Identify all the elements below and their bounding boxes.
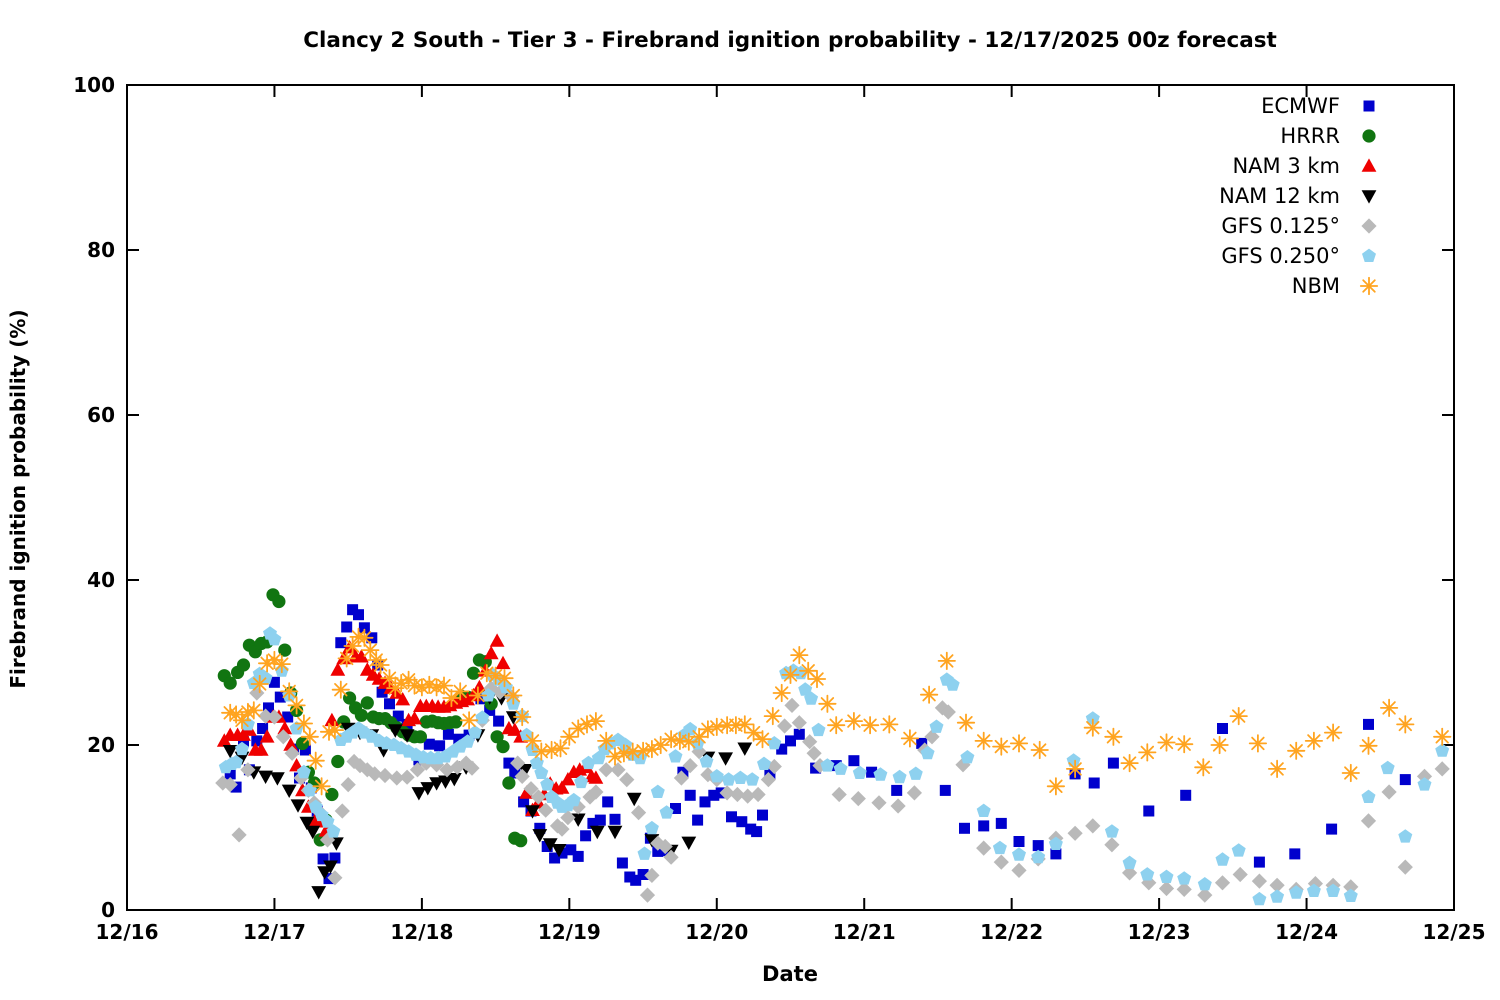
legend-label: GFS 0.250°	[1221, 244, 1340, 268]
y-tick-label: 60	[87, 403, 115, 427]
legend-label: ECMWF	[1261, 94, 1340, 118]
legend-label: HRRR	[1280, 124, 1340, 148]
legend-item-nam-3-km: NAM 3 km	[1219, 151, 1382, 181]
x-axis-label: Date	[762, 962, 818, 986]
legend-label: GFS 0.125°	[1221, 214, 1340, 238]
y-tick-label: 40	[87, 568, 115, 592]
x-tick-label: 12/19	[537, 920, 601, 944]
x-tick-label: 12/17	[242, 920, 306, 944]
y-tick-label: 0	[101, 898, 115, 922]
series-gfs-0-250	[218, 626, 1450, 906]
legend-label: NAM 12 km	[1219, 184, 1340, 208]
nam-3-km-marker-icon	[1361, 158, 1377, 172]
legend: ECMWF HRRR NAM 3 km NAM 12 km GFS 0.125° GFS …	[1219, 91, 1382, 301]
y-tick-label: 20	[87, 733, 115, 757]
legend-item-hrrr: HRRR	[1219, 121, 1382, 151]
axis-ticks	[126, 84, 1455, 911]
plot-frame	[126, 84, 1455, 911]
x-tick-label: 12/23	[1127, 920, 1191, 944]
gfs-0-125-marker-icon	[1361, 218, 1377, 234]
legend-item-nbm: NBM	[1219, 271, 1382, 301]
x-tick-label: 12/20	[685, 920, 749, 944]
chart-title: Clancy 2 South - Tier 3 - Firebrand igni…	[303, 28, 1277, 53]
hrrr-marker-icon	[1362, 129, 1376, 143]
ecmwf-marker-icon	[1363, 100, 1375, 112]
gfs-0-250-marker-icon	[1362, 248, 1376, 262]
legend-label: NBM	[1291, 274, 1340, 298]
x-tick-label: 12/22	[980, 920, 1044, 944]
x-tick-label: 12/24	[1275, 920, 1339, 944]
legend-label: NAM 3 km	[1232, 154, 1340, 178]
legend-item-gfs-0-125: GFS 0.125°	[1219, 211, 1382, 241]
legend-item-ecmwf: ECMWF	[1219, 91, 1382, 121]
x-tick-label: 12/21	[832, 920, 896, 944]
y-tick-label: 100	[73, 73, 115, 97]
legend-item-nam-12-km: NAM 12 km	[1219, 181, 1382, 211]
nam-12-km-marker-icon	[1361, 190, 1377, 204]
legend-item-gfs-0-250: GFS 0.250°	[1219, 241, 1382, 271]
x-tick-label: 12/18	[390, 920, 454, 944]
y-tick-label: 80	[87, 238, 115, 262]
x-tick-label: 12/16	[95, 920, 159, 944]
series-nbm	[221, 627, 1452, 796]
x-tick-label: 12/25	[1422, 920, 1486, 944]
nbm-marker-icon	[1359, 276, 1379, 296]
